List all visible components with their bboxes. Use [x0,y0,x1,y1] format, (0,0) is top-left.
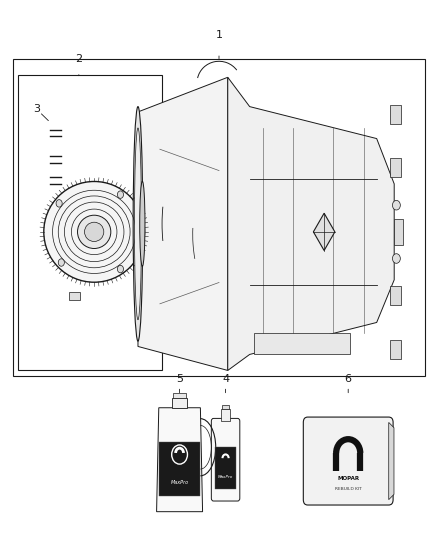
Text: 1: 1 [215,30,223,40]
Ellipse shape [78,215,111,248]
Bar [13,59,425,376]
Circle shape [392,254,400,263]
Bar [18,75,162,370]
Ellipse shape [140,181,145,266]
Text: 4: 4 [222,374,229,384]
Bar [394,219,403,245]
Polygon shape [228,77,394,370]
Text: 5: 5 [176,374,183,384]
Text: REBUILD KIT: REBUILD KIT [335,487,362,491]
Text: 3: 3 [33,104,40,114]
Circle shape [172,445,187,464]
Circle shape [56,200,62,207]
Bar [215,447,236,489]
Text: MOPAR: MOPAR [337,476,359,481]
Text: MaxPro: MaxPro [170,480,189,485]
Polygon shape [254,333,350,354]
Ellipse shape [44,181,145,282]
Polygon shape [156,408,202,512]
Bar [221,409,230,421]
Bar [159,442,201,496]
Text: MaxPro: MaxPro [218,475,233,480]
Bar [390,105,401,124]
Circle shape [58,259,64,266]
Bar [390,340,401,359]
Polygon shape [138,77,228,370]
Ellipse shape [133,107,143,341]
Text: 2: 2 [75,54,82,64]
Bar [222,405,229,409]
Bar [173,393,186,398]
Polygon shape [389,422,394,500]
Text: 6: 6 [345,374,352,384]
Bar [390,286,401,305]
Circle shape [117,191,124,198]
Circle shape [392,200,400,210]
Bar [172,398,187,408]
Bar [69,292,80,300]
Circle shape [117,265,124,273]
FancyBboxPatch shape [211,418,240,501]
Bar [390,158,401,177]
FancyBboxPatch shape [303,417,393,505]
Ellipse shape [134,128,141,320]
Ellipse shape [85,222,104,241]
Polygon shape [314,213,335,251]
